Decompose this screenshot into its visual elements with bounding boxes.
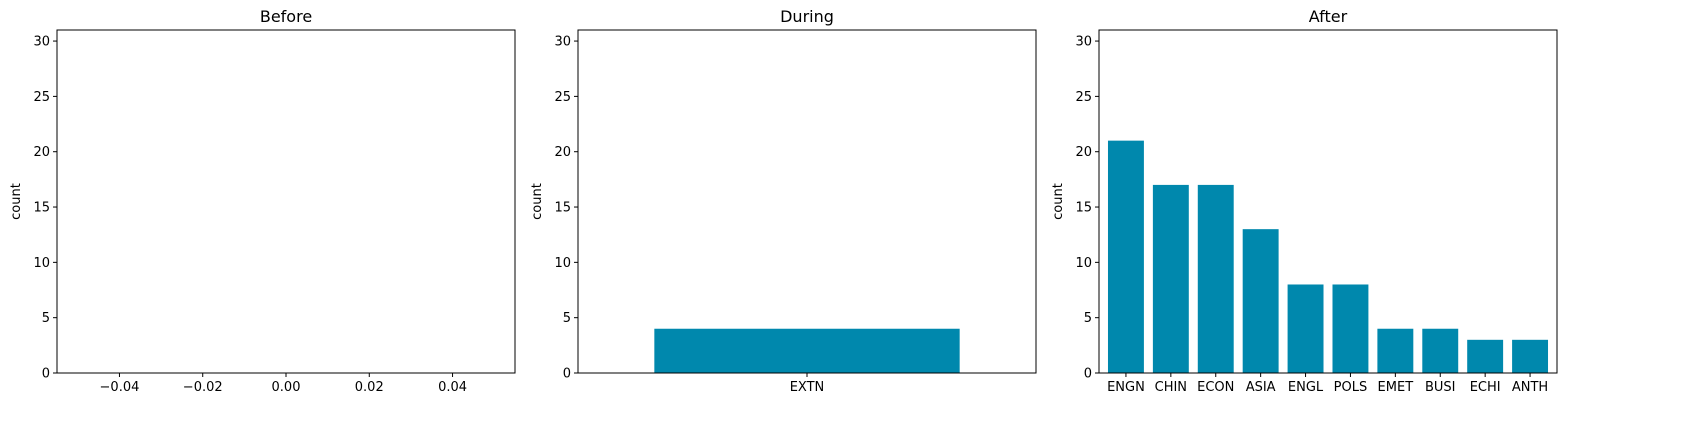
x-tick-label: −0.02 bbox=[183, 380, 223, 395]
y-tick-label: 20 bbox=[33, 145, 50, 160]
bar-econ bbox=[1197, 184, 1234, 373]
plot-frame bbox=[577, 29, 1037, 374]
chart-title: During bbox=[780, 7, 834, 26]
x-tick-label: −0.04 bbox=[100, 380, 140, 395]
bar-busi bbox=[1422, 328, 1459, 373]
y-tick-label: 0 bbox=[1084, 367, 1092, 382]
bar-extn bbox=[654, 328, 960, 373]
x-tick-label: ECON bbox=[1197, 380, 1234, 395]
x-tick-label: EMET bbox=[1378, 380, 1414, 395]
x-tick-label: CHIN bbox=[1155, 380, 1187, 395]
x-tick-label: 0.02 bbox=[355, 380, 384, 395]
x-tick-label: 0.04 bbox=[438, 380, 467, 395]
x-tick-label: ENGL bbox=[1288, 380, 1324, 395]
y-tick-label: 30 bbox=[554, 35, 571, 50]
bar-anth bbox=[1512, 339, 1549, 373]
plot-frame bbox=[1098, 29, 1558, 374]
y-tick-label: 30 bbox=[1075, 35, 1092, 50]
chart-after: After count 0 5 10 15 20 25 30 ENGN CHIN ECON ASIA EN… bbox=[1051, 7, 1558, 395]
y-tick-label: 25 bbox=[33, 90, 50, 105]
chart-during: During count 0 5 10 15 20 25 30 EXTN bbox=[530, 7, 1037, 395]
y-tick-label: 15 bbox=[1075, 201, 1092, 216]
bar-pols bbox=[1332, 284, 1369, 373]
chart-title: After bbox=[1309, 7, 1348, 26]
bar-chin bbox=[1152, 184, 1189, 373]
y-tick-label: 5 bbox=[563, 311, 571, 326]
x-tick-label: ASIA bbox=[1246, 380, 1276, 395]
bar-emet bbox=[1377, 328, 1414, 373]
y-tick-label: 25 bbox=[1075, 90, 1092, 105]
y-axis-label: count bbox=[530, 183, 545, 220]
y-tick-label: 15 bbox=[554, 201, 571, 216]
bar-asia bbox=[1242, 229, 1279, 373]
y-axis-label: count bbox=[1051, 183, 1066, 220]
y-tick-label: 0 bbox=[563, 367, 571, 382]
bar-engn bbox=[1107, 140, 1144, 373]
x-tick-label: POLS bbox=[1334, 380, 1368, 395]
y-tick-label: 20 bbox=[1075, 145, 1092, 160]
chart-title: Before bbox=[260, 7, 312, 26]
y-tick-label: 30 bbox=[33, 35, 50, 50]
x-tick-label: ANTH bbox=[1512, 380, 1548, 395]
y-tick-label: 5 bbox=[42, 311, 50, 326]
y-tick-label: 0 bbox=[42, 367, 50, 382]
y-tick-label: 10 bbox=[1075, 256, 1092, 271]
x-tick-label: EXTN bbox=[790, 380, 825, 395]
bar-echi bbox=[1467, 339, 1504, 373]
chart-before: Before count 0 5 10 15 20 25 30 −0.04 −0.02 0.00 0.0… bbox=[9, 7, 516, 395]
x-tick-label: ENGN bbox=[1107, 380, 1145, 395]
bar-engl bbox=[1287, 284, 1324, 373]
y-axis-label: count bbox=[9, 183, 24, 220]
y-tick-label: 25 bbox=[554, 90, 571, 105]
y-tick-label: 20 bbox=[554, 145, 571, 160]
y-tick-label: 15 bbox=[33, 201, 50, 216]
y-tick-label: 10 bbox=[33, 256, 50, 271]
x-tick-label: ECHI bbox=[1470, 380, 1501, 395]
x-tick-label: 0.00 bbox=[272, 380, 301, 395]
y-tick-label: 5 bbox=[1084, 311, 1092, 326]
y-tick-label: 10 bbox=[554, 256, 571, 271]
plot-frame bbox=[56, 29, 516, 374]
x-tick-label: BUSI bbox=[1425, 380, 1456, 395]
